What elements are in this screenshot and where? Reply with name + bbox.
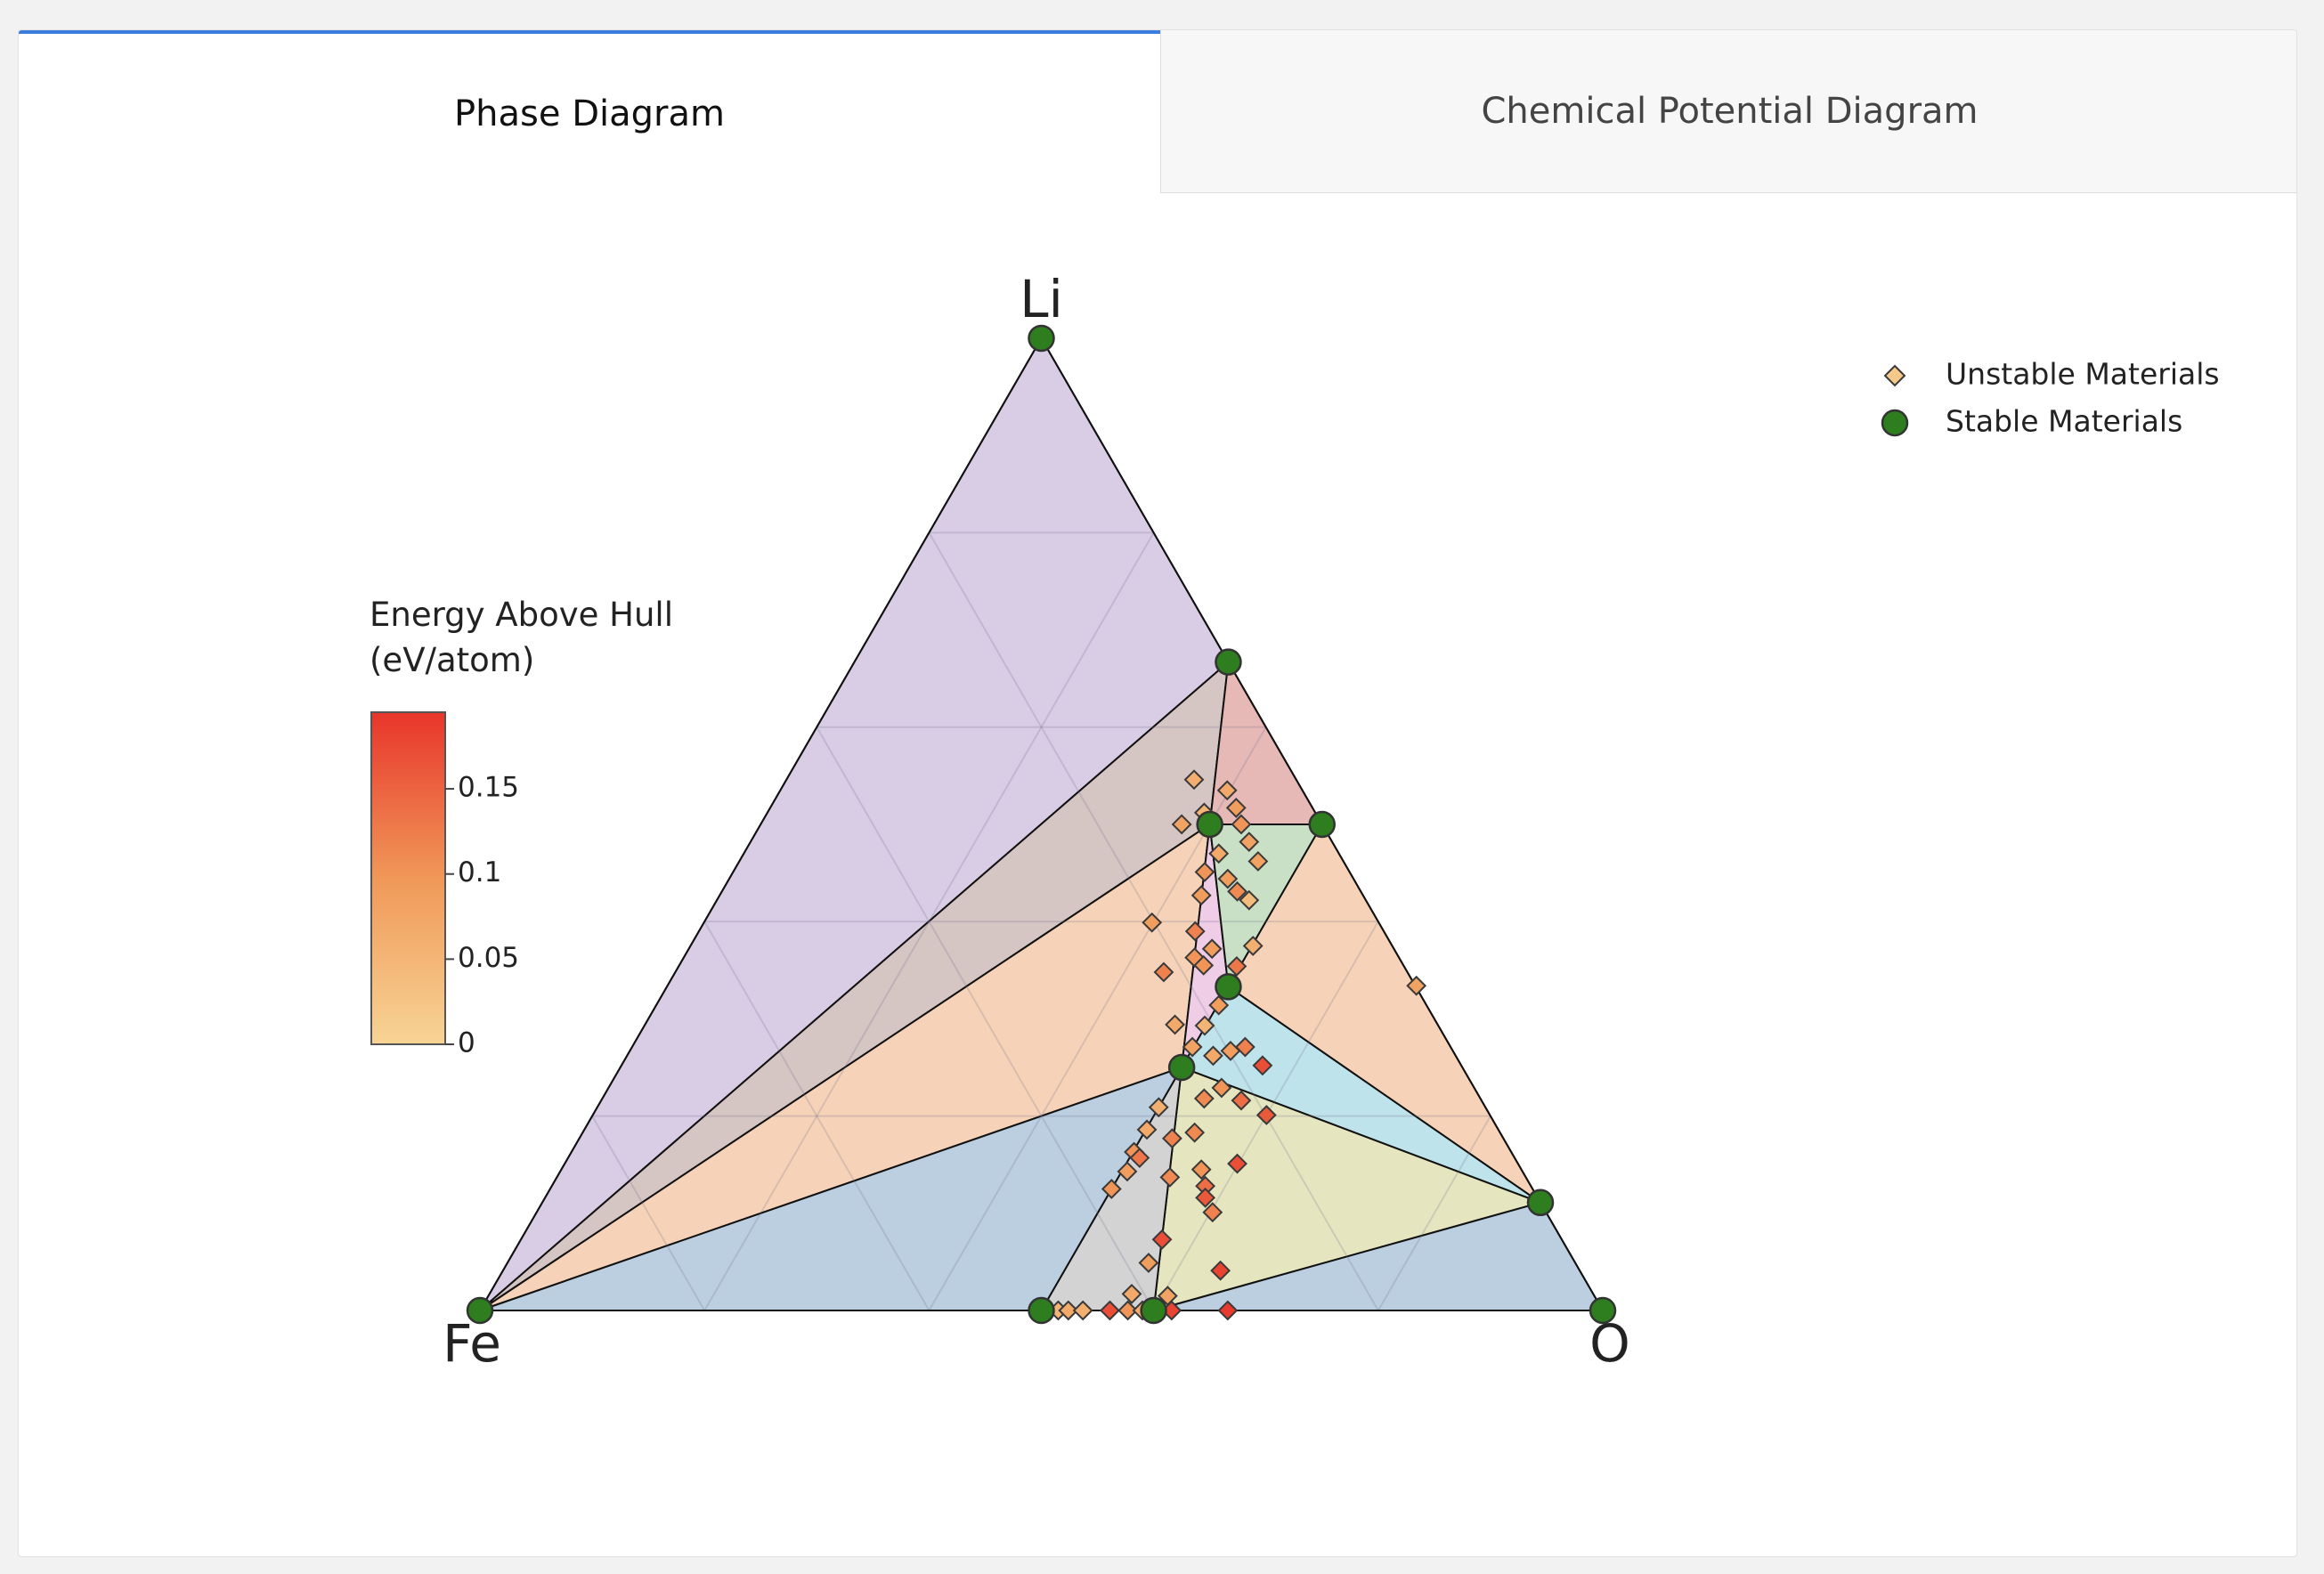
- unstable-point: [1227, 1153, 1247, 1174]
- unstable-point: [1100, 1300, 1120, 1321]
- unstable-point: [1406, 975, 1427, 996]
- unstable-point: [1234, 1036, 1255, 1058]
- stable-point: [1196, 810, 1223, 839]
- vertex-label: O: [1589, 1313, 1630, 1374]
- colorbar-tick-label: 0.1: [458, 856, 501, 888]
- tab-active[interactable]: Phase Diagram: [19, 30, 1160, 193]
- grid-line: [591, 1116, 706, 1311]
- unstable-point: [1255, 1105, 1277, 1125]
- unstable-point: [1058, 1300, 1079, 1321]
- tab-panel: Phase Diagram Chemical Potential Diagram…: [18, 29, 2297, 1557]
- grid-line: [703, 531, 1155, 1311]
- unstable-point: [1225, 797, 1247, 818]
- colorbar-title: (eV/atom): [370, 641, 534, 679]
- colorbar-tick-label: 0: [458, 1027, 475, 1059]
- unstable-point: [1161, 1128, 1182, 1149]
- unstable-point: [1159, 1166, 1181, 1188]
- unstable-point: [1183, 769, 1205, 791]
- unstable-point: [1231, 814, 1252, 835]
- unstable-point: [1117, 1161, 1138, 1182]
- unstable-point: [1217, 868, 1239, 889]
- unstable-point: [1201, 938, 1223, 960]
- stable-point: [1308, 810, 1336, 839]
- legend-label: Stable Materials: [1946, 404, 2182, 439]
- unstable-point: [1239, 889, 1260, 911]
- stable-point: [1028, 1296, 1055, 1325]
- unstable-point: [1182, 1036, 1203, 1058]
- unstable-point: [1239, 832, 1260, 853]
- stable-point: [1526, 1189, 1555, 1217]
- unstable-point: [1136, 1119, 1158, 1140]
- legend-label: Unstable Materials: [1946, 357, 2220, 392]
- stable-point: [1167, 1053, 1196, 1082]
- unstable-point: [1072, 1300, 1093, 1321]
- colorbar: [370, 711, 446, 1045]
- grid-line: [703, 921, 930, 1311]
- unstable-point: [1129, 1148, 1150, 1168]
- unstable-point: [1101, 1179, 1122, 1199]
- legend-marker: [1881, 409, 1909, 437]
- stable-point: [1589, 1296, 1617, 1325]
- unstable-point: [1208, 994, 1230, 1016]
- unstable-point: [1242, 936, 1264, 956]
- unstable-point: [1184, 921, 1206, 942]
- unstable-point: [1252, 1055, 1273, 1076]
- colorbar-tick-label: 0.15: [458, 772, 519, 804]
- grid-line: [1377, 1116, 1491, 1311]
- unstable-point: [1217, 1300, 1239, 1321]
- stable-point: [1028, 324, 1055, 353]
- unstable-point: [1216, 780, 1238, 801]
- unstable-point: [1208, 843, 1230, 864]
- unstable-point: [1194, 862, 1215, 882]
- unstable-point: [1194, 1015, 1215, 1036]
- unstable-point: [1171, 814, 1192, 835]
- legend-marker: [1883, 364, 1906, 387]
- unstable-point: [1138, 1253, 1159, 1273]
- unstable-point: [1190, 1159, 1212, 1180]
- unstable-point: [1165, 1014, 1185, 1035]
- unstable-point: [1247, 851, 1269, 872]
- unstable-point: [1153, 961, 1174, 983]
- unstable-point: [1210, 1260, 1231, 1281]
- vertex-label: Li: [1020, 269, 1062, 329]
- grid-line: [816, 726, 1155, 1311]
- unstable-point: [1190, 885, 1212, 906]
- unstable-point: [1227, 880, 1247, 902]
- unstable-point: [1226, 955, 1247, 977]
- stable-point: [1215, 973, 1242, 1001]
- unstable-point: [1202, 1202, 1223, 1223]
- phase-region: [1208, 661, 1323, 825]
- unstable-point: [1184, 1122, 1206, 1143]
- unstable-point: [1142, 912, 1163, 933]
- unstable-point: [1195, 1187, 1216, 1208]
- tab[interactable]: Chemical Potential Diagram: [1160, 30, 2296, 193]
- unstable-point: [1203, 1045, 1223, 1067]
- colorbar-tick-label: 0.05: [458, 942, 519, 974]
- unstable-point: [1231, 1090, 1252, 1111]
- unstable-point: [1211, 1077, 1232, 1099]
- unstable-point: [1121, 1284, 1142, 1304]
- stable-point: [466, 1296, 494, 1325]
- vertex-label: Fe: [443, 1313, 501, 1374]
- unstable-point: [1148, 1097, 1169, 1118]
- colorbar-title: Energy Above Hull: [370, 596, 673, 634]
- unstable-point: [1117, 1300, 1139, 1321]
- stable-point: [1215, 648, 1242, 676]
- chart: Li Fe O Energy Above Hull (eV/atom) 0 0.05 0.1 0…: [370, 269, 2220, 1374]
- unstable-point: [1193, 954, 1215, 976]
- unstable-point: [1193, 1088, 1215, 1109]
- stable-point: [1140, 1296, 1167, 1325]
- unstable-point: [1151, 1229, 1173, 1250]
